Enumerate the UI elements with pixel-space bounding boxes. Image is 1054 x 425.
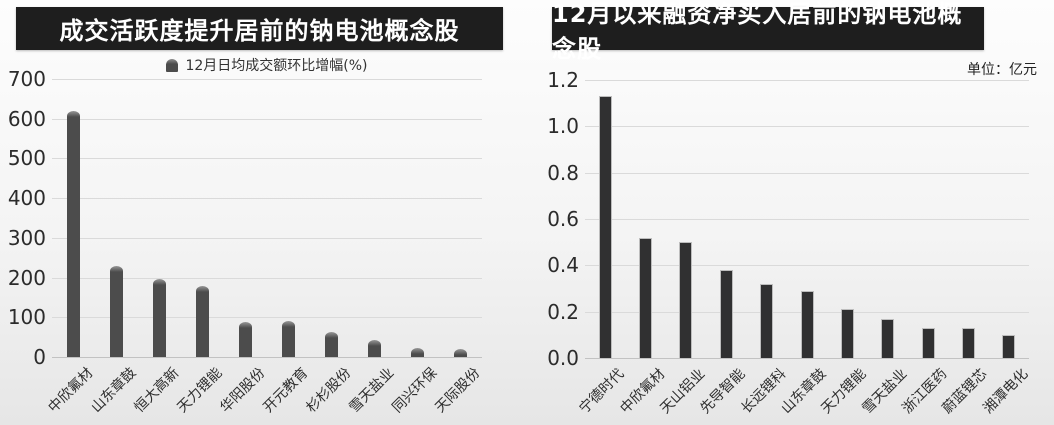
x-category-label: 山东章鼓 — [87, 365, 139, 416]
gridline — [52, 158, 482, 160]
gridline — [52, 79, 482, 80]
x-category-label: 湘潭电化 — [980, 366, 1032, 417]
legend-label: 12月日均成交额环比增幅(%) — [185, 58, 368, 74]
bar — [800, 290, 814, 358]
gridline — [52, 198, 482, 200]
bar — [411, 347, 424, 357]
bar — [639, 237, 653, 358]
x-category-label: 中欣氟材 — [44, 365, 96, 416]
y-tick-label: 100 — [7, 305, 46, 330]
plot-area-right: 0.0 0.2 0.4 0.6 0.8 1.0 1.2 宁德时代 中欣氟材 天山铝业 先导智能 长远锂… — [527, 0, 1054, 425]
y-tick-label: 400 — [7, 186, 46, 211]
chart-title-banner: 12月以来融资净买入居前的钠电池概念股 — [552, 0, 984, 63]
bar — [325, 332, 338, 357]
bar — [67, 110, 80, 357]
x-category-label: 天力锂能 — [173, 365, 225, 416]
bar — [454, 348, 467, 357]
y-tick-label: 600 — [7, 106, 46, 131]
gridline — [585, 80, 1029, 81]
unit-label: 单位：亿元 — [967, 62, 1037, 78]
bar — [961, 327, 975, 358]
chart-title: 成交活跃度提升居前的钠电池概念股 — [59, 17, 460, 45]
gridline — [585, 172, 1029, 174]
bar — [760, 283, 774, 358]
y-tick-label: 200 — [7, 265, 46, 290]
chart-panel-left: 成交活跃度提升居前的钠电池概念股 12月日均成交额环比增幅(%) 0 100 200… — [7, 7, 503, 416]
plot-area-left: 0 100 200 300 400 500 600 700 中欣氟材 山东章鼓 恒大高新 天力锂能 华阳… — [7, 67, 483, 416]
legend: 12月日均成交额环比增幅(%) — [52, 55, 482, 75]
chart-panel-right: 12月以来融资净买入居前的钠电池概念股 单位：亿元 0.0 0.2 0.4 0.6 0.… — [527, 0, 1054, 425]
gridline — [52, 317, 482, 319]
bar — [196, 285, 209, 357]
legend-swatch-icon — [166, 58, 179, 72]
x-category-label: 雪天盐业 — [345, 365, 397, 416]
y-tick-label: 500 — [7, 146, 46, 171]
y-tick-label: 700 — [7, 67, 46, 91]
y-tick-label: 0 — [33, 345, 46, 369]
y-tick-label: 0.6 — [547, 207, 579, 231]
bar — [719, 269, 733, 358]
bar — [840, 309, 854, 358]
x-category-label: 恒大高新 — [130, 365, 182, 416]
x-axis-line — [585, 358, 1029, 359]
x-category-label: 华阳股份 — [216, 365, 268, 416]
y-tick-label: 1.2 — [547, 68, 579, 92]
y-tick-label: 0.0 — [547, 346, 579, 370]
gridline — [585, 126, 1029, 128]
gridline — [585, 265, 1029, 267]
bar — [282, 320, 295, 357]
bar — [239, 322, 252, 357]
y-tick-label: 300 — [7, 225, 46, 250]
chart-title-banner: 成交活跃度提升居前的钠电池概念股 — [16, 7, 503, 50]
bar — [110, 266, 123, 357]
y-tick-label: 0.8 — [547, 160, 579, 185]
y-tick-label: 0.2 — [547, 299, 579, 324]
bar — [598, 96, 612, 358]
bar — [153, 278, 166, 357]
gridline — [52, 118, 482, 120]
gridline — [52, 237, 482, 239]
bar — [1002, 334, 1016, 358]
gridline — [585, 219, 1029, 220]
y-tick-label: 0.4 — [547, 253, 579, 278]
y-tick-label: 1.0 — [547, 114, 579, 139]
gridline — [52, 277, 482, 279]
x-axis-line — [52, 357, 482, 358]
bar — [921, 327, 935, 358]
bar — [368, 339, 381, 357]
chart-title: 12月以来融资净买入居前的钠电池概念股 — [552, 0, 963, 63]
bar — [679, 242, 693, 358]
x-category-label: 宁德时代 — [576, 366, 628, 417]
x-category-label: 同兴环保 — [388, 365, 440, 416]
x-category-label: 开元教育 — [259, 365, 311, 416]
x-category-label: 杉杉股份 — [302, 365, 354, 416]
x-category-label: 天际股份 — [431, 365, 483, 416]
bar — [881, 318, 895, 358]
